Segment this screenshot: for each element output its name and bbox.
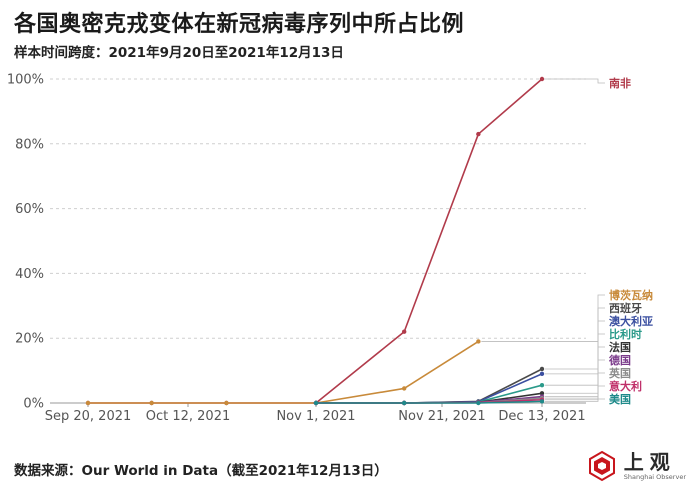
chart-title: 各国奥密克戎变体在新冠病毒序列中所占比例	[14, 12, 465, 37]
data-point	[539, 382, 545, 388]
data-point	[476, 339, 481, 344]
data-point	[539, 76, 545, 82]
y-tick-label: 100%	[7, 73, 44, 88]
leader-line	[545, 320, 605, 375]
x-tick-label: Nov 1, 2021	[276, 409, 355, 424]
data-point	[539, 399, 545, 404]
series-label: 意大利	[609, 379, 642, 393]
data-point	[539, 391, 545, 396]
series-label: 德国	[608, 353, 631, 367]
y-tick-label: 20%	[15, 332, 44, 347]
series-line	[88, 78, 543, 404]
series-line	[316, 400, 543, 404]
brand-subname: Shanghai Observer	[623, 473, 686, 481]
data-point	[476, 131, 481, 137]
x-tick-label: Nov 21, 2021	[398, 409, 485, 424]
data-point	[539, 366, 545, 372]
data-point	[313, 400, 319, 406]
leader-line	[545, 385, 605, 401]
leader-line	[481, 294, 605, 342]
series-label: 博茨瓦纳	[609, 288, 653, 302]
series-label: 澳大利亚	[609, 314, 653, 328]
brand-logo-icon	[588, 450, 615, 482]
x-tick-label: Oct 12, 2021	[146, 409, 231, 424]
data-point	[85, 400, 91, 406]
leader-line	[545, 346, 605, 394]
y-tick-label: 80%	[15, 137, 44, 152]
data-point	[402, 386, 407, 391]
data-point	[402, 400, 407, 406]
x-tick-label: Sep 20, 2021	[45, 409, 132, 424]
series-label: 南非	[609, 76, 631, 90]
leader-line	[545, 359, 605, 397]
data-point	[402, 329, 407, 334]
leader-line	[545, 78, 605, 84]
leader-line	[545, 372, 605, 399]
brand-name: 上观	[623, 450, 676, 474]
series-label: 比利时	[609, 327, 642, 341]
data-point	[224, 400, 229, 406]
data-point	[476, 400, 481, 406]
y-tick-label: 40%	[15, 267, 44, 282]
series-line	[88, 340, 479, 404]
series-label: 法国	[609, 340, 631, 354]
leader-line	[545, 398, 605, 402]
chart-subtitle: 样本时间跨度：2021年9月20日至2021年12月13日	[14, 45, 344, 61]
y-tick-label: 60%	[15, 202, 44, 217]
brand-logo: 上观 Shanghai Observer	[586, 450, 686, 482]
series-label: 美国	[609, 392, 631, 406]
data-source: 数据来源：Our World in Data（截至2021年12月13日）	[14, 463, 388, 479]
series-label: 英国	[608, 366, 631, 380]
y-tick-label: 0%	[23, 397, 44, 412]
data-point	[149, 400, 154, 406]
x-tick-label: Dec 13, 2021	[498, 409, 585, 424]
data-point	[539, 371, 545, 377]
series-label: 西班牙	[609, 301, 642, 315]
